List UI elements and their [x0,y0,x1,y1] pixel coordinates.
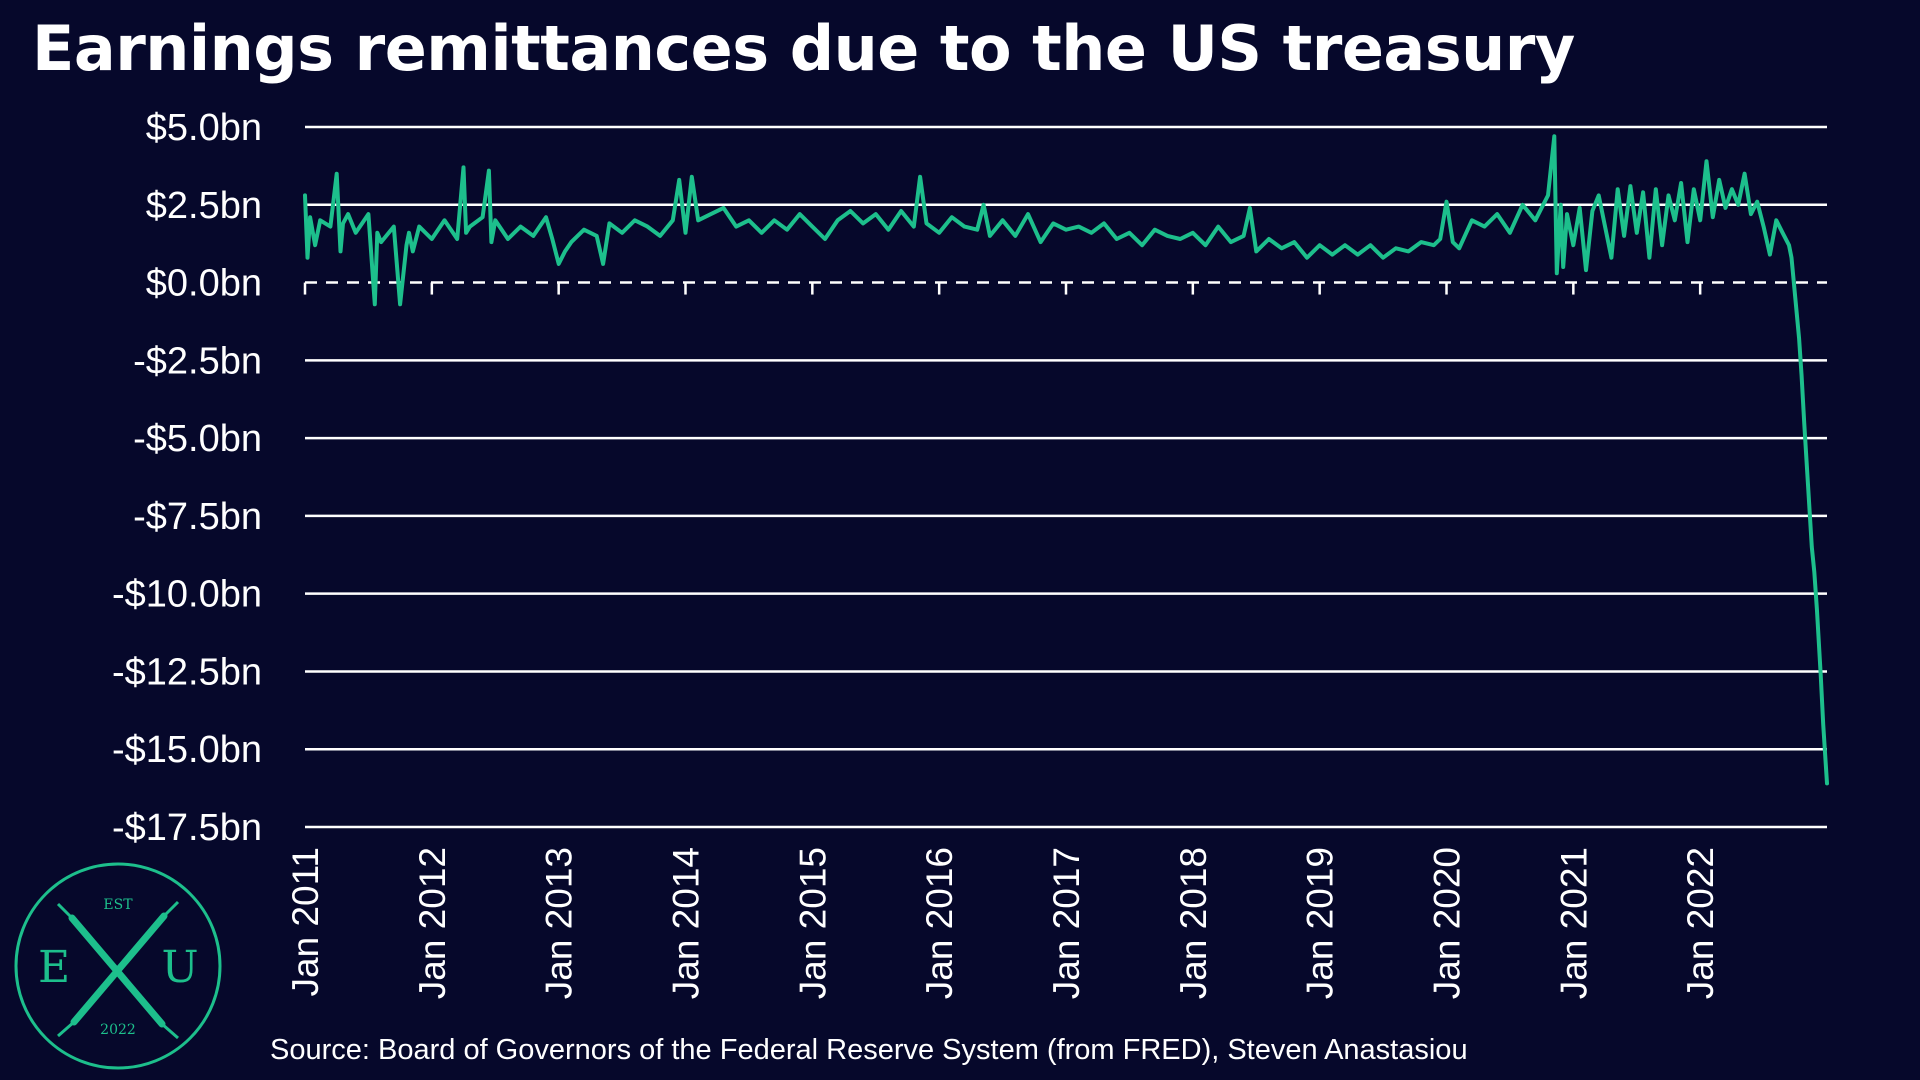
y-tick-label: -$5.0bn [133,418,262,460]
logo-letter-u: U [161,942,198,993]
x-tick-label: Jan 2018 [1173,847,1214,999]
logo-year-text: 2022 [100,1022,136,1038]
y-tick-label: $5.0bn [146,107,262,149]
gridlines [303,125,1827,829]
x-tick-label: Jan 2016 [919,847,960,999]
x-tick-label: Jan 2021 [1553,847,1594,999]
crossed-swords-icon [56,900,180,1040]
logo-ring [14,862,222,1070]
x-tick-label: Jan 2014 [666,847,707,999]
y-tick-label: -$7.5bn [133,496,262,538]
x-tick-label: Jan 2012 [412,847,453,999]
y-tick-label: -$17.5bn [112,807,262,849]
logo-est-text: EST [103,897,133,913]
logo-letter-e: E [38,942,70,993]
x-tick-label: Jan 2015 [792,847,833,999]
y-axis-tick-labels: $5.0bn $2.5bn $0.0bn -$2.5bn -$5.0bn -$7.5bn -… [112,107,262,849]
x-tick-label: Jan 2013 [539,847,580,999]
series-line [303,134,1829,786]
x-tick-label: Jan 2019 [1300,847,1341,999]
series-lines [303,134,1829,786]
x-tick-label: Jan 2017 [1046,847,1087,999]
y-tick-label: -$15.0bn [112,729,262,771]
y-tick-label: -$2.5bn [133,340,262,382]
exu-logo: EST E U 2022 [14,862,222,1070]
chart-title: Earnings remittances due to the US treas… [32,12,1575,85]
y-tick-label: $2.5bn [146,185,262,227]
x-tick-label: Jan 2022 [1680,847,1721,999]
x-tick-label: Jan 2011 [285,847,326,997]
x-tick-label: Jan 2020 [1427,847,1468,999]
source-note: Source: Board of Governors of the Federa… [270,1034,1468,1066]
y-tick-label: -$10.0bn [112,574,262,616]
x-axis-tick-labels: Jan 2011 Jan 2012 Jan 2013 Jan 2014 Jan 2015… [285,847,1721,999]
y-tick-label: -$12.5bn [112,651,262,693]
y-tick-label: $0.0bn [146,263,262,305]
